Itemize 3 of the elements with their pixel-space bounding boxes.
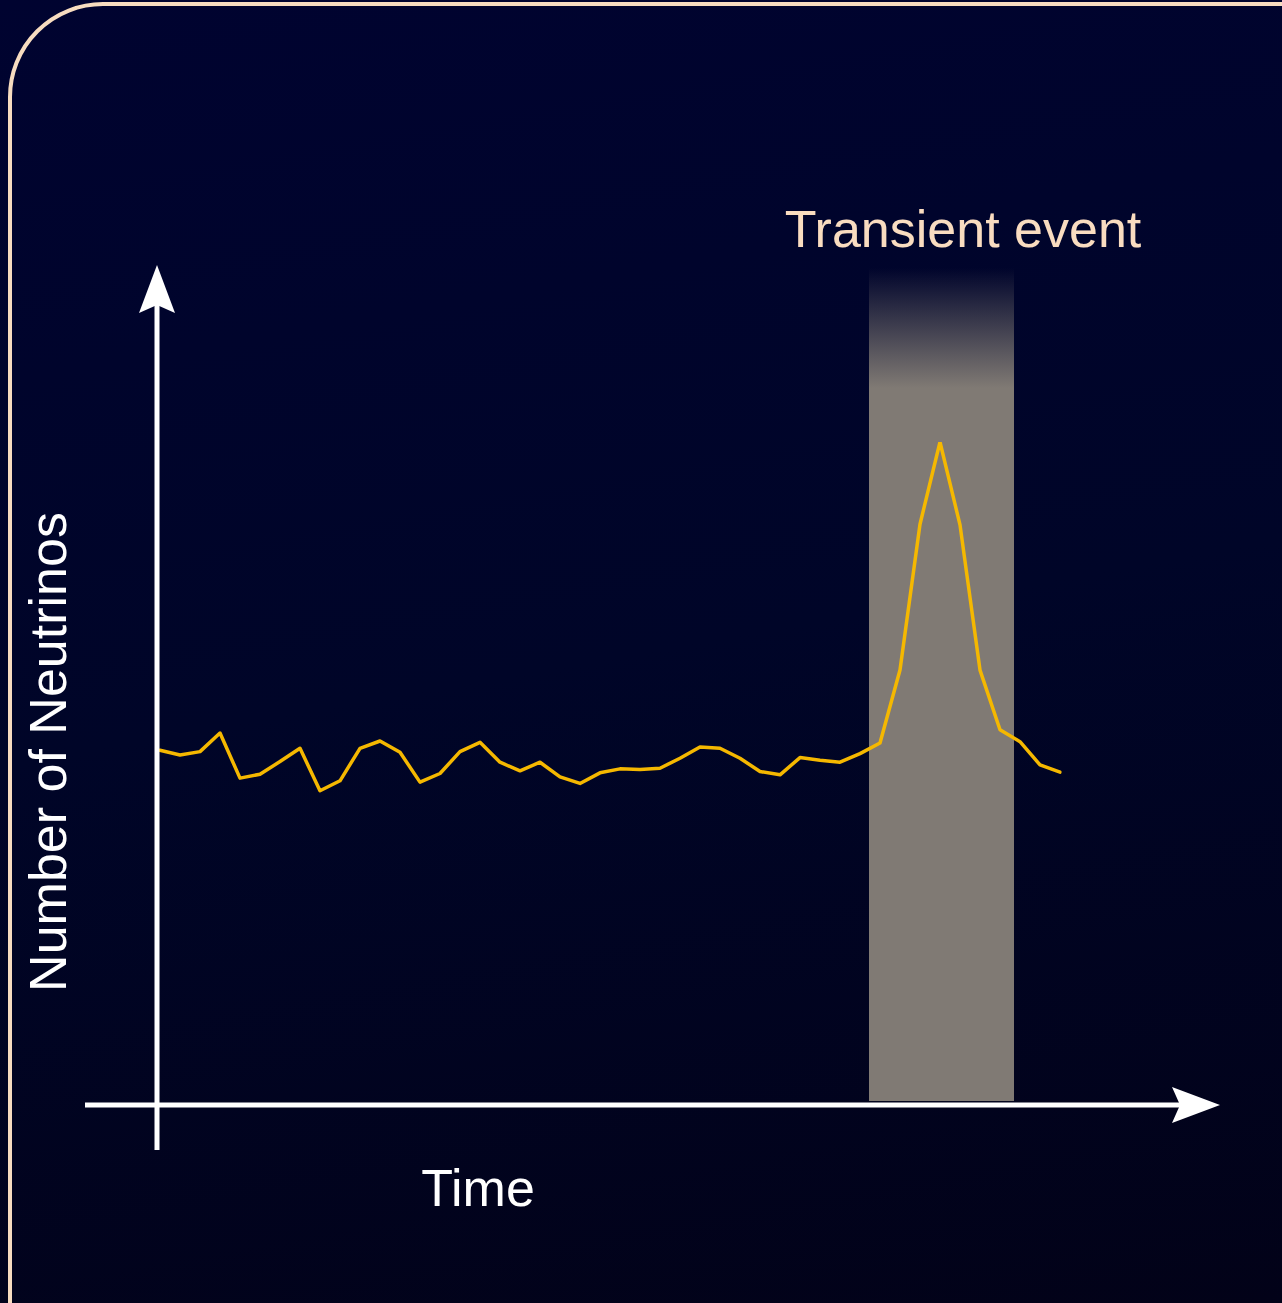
y-axis-title: Number of Neutrinos [19, 512, 78, 992]
x-axis-title: Time [421, 1159, 535, 1218]
text: Transient event [784, 200, 1142, 259]
